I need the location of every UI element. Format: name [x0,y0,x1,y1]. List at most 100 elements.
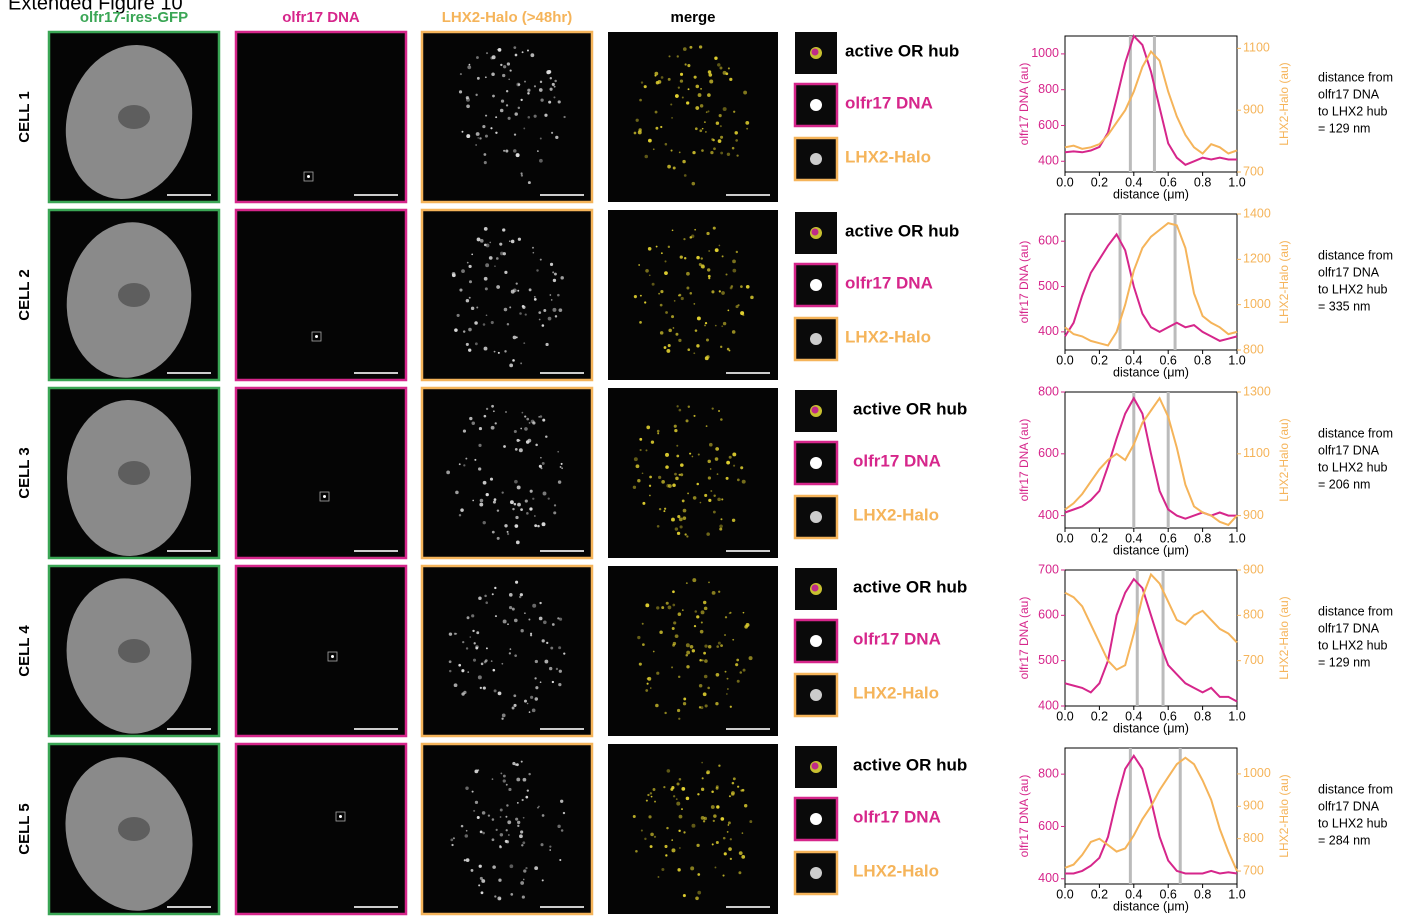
speckle [479,503,483,507]
speckle [704,817,707,820]
speckle [673,621,676,624]
speckle [507,623,509,625]
speckle [550,263,553,266]
speckle [693,352,695,354]
speckle [540,681,542,683]
speckle [478,675,482,679]
speckle [633,815,636,818]
speckle [665,453,669,457]
speckle [537,150,539,152]
speckle [512,608,515,611]
speckle [699,659,702,662]
speckle [675,94,679,98]
speckle [538,311,541,314]
speckle [720,125,722,127]
speckle [676,405,678,407]
speckle [522,841,525,844]
speckle [466,134,470,138]
speckle [721,291,725,295]
y-tick-label: 600 [1038,446,1059,460]
speckle [671,149,673,151]
speckle [482,832,485,835]
speckle [474,459,476,461]
speckle [473,810,475,812]
inset-spot [810,279,822,291]
speckle [534,515,536,517]
speckle [534,296,536,298]
speckle [664,346,667,349]
speckle [707,460,710,463]
speckle [525,796,528,799]
speckle [515,448,518,451]
speckle [736,155,738,157]
speckle [678,339,681,342]
speckle [665,143,668,146]
y2-tick-label: 800 [1243,831,1264,845]
speckle [706,532,710,536]
speckle [713,820,715,822]
speckle [665,854,667,856]
speckle [477,769,479,771]
speckle [746,128,748,130]
speckle [735,139,738,142]
speckle [656,246,658,248]
x-tick-label: 0.0 [1056,531,1073,545]
speckle [459,514,461,516]
distance-text: distance from [1318,782,1393,796]
inset-label: olfr17 DNA [853,629,941,648]
x-tick-label: 0.8 [1194,531,1211,545]
speckle [534,866,538,870]
speckle [475,342,478,345]
speckle [704,324,706,326]
speckle [466,858,470,862]
nucleolus [118,283,150,307]
distance-text: = 335 nm [1318,299,1370,313]
speckle [466,299,469,302]
speckle [517,821,520,824]
column-header: LHX2-Halo (>48hr) [442,9,572,26]
speckle [653,788,656,791]
speckle [683,509,687,513]
speckle [559,308,563,312]
speckle [472,422,475,425]
speckle [661,606,664,609]
speckle [710,468,712,470]
speckle [676,455,679,458]
inset-label: active OR hub [853,755,967,774]
speckle [703,692,707,696]
speckle [659,508,661,510]
speckle [701,264,705,268]
speckle [672,229,674,231]
speckle [508,834,510,836]
speckle [723,71,727,75]
speckle [502,714,506,718]
speckle [515,54,518,57]
speckle [715,325,717,327]
speckle [675,527,678,530]
speckle [477,77,480,80]
speckle [638,264,640,266]
speckle [635,850,638,853]
speckle [488,814,490,816]
speckle [522,895,525,898]
speckle [732,452,736,456]
speckle [475,94,477,96]
speckle [516,153,520,157]
speckle [485,76,487,78]
cell-label: CELL 1 [16,91,33,142]
speckle [716,673,720,677]
speckle [466,830,468,832]
speckle [672,590,675,593]
cell-label: CELL 4 [16,625,33,677]
speckle [503,619,507,623]
speckle [528,116,531,119]
speckle [706,355,709,358]
speckle [519,834,523,838]
speckle [693,496,697,500]
speckle [648,247,652,251]
speckle [542,462,545,465]
speckle [497,509,499,511]
speckle [510,648,512,650]
speckle [718,591,720,593]
speckle [715,867,717,869]
